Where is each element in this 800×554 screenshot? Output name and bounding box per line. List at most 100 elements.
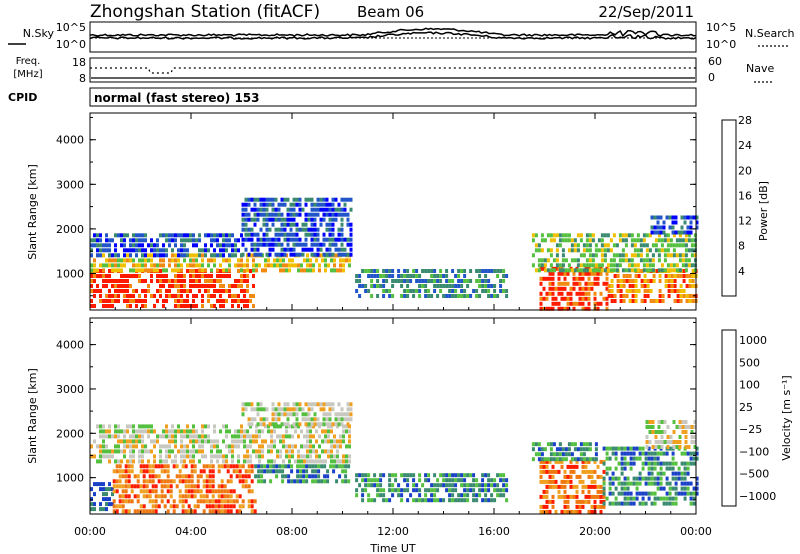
scatter-cell	[436, 279, 440, 283]
scatter-cell	[442, 294, 446, 298]
scatter-cell	[623, 446, 627, 451]
scatter-cell	[484, 274, 488, 278]
scatter-cell	[690, 435, 694, 439]
scatter-cell	[286, 232, 290, 237]
scatter-cell	[561, 258, 565, 263]
scatter-cell	[162, 248, 165, 253]
scatter-cell	[214, 504, 218, 509]
scatter-cell	[225, 434, 228, 439]
scatter-cell	[327, 263, 330, 268]
scatter-cell	[159, 263, 162, 268]
scatter-cell	[334, 212, 338, 217]
scatter-cell	[573, 447, 577, 452]
scatter-cell	[219, 233, 222, 238]
scatter-cell	[208, 479, 212, 484]
scatter-cell	[96, 444, 99, 449]
scatter-cell	[445, 483, 449, 488]
scatter-cell	[294, 429, 297, 434]
scatter-cell	[292, 232, 296, 237]
scatter-cell	[126, 294, 129, 298]
scatter-cell	[246, 258, 249, 263]
scatter-cell	[330, 439, 333, 444]
scatter-cell	[321, 429, 324, 434]
cpid-panel: CPID normal (fast stereo) 153	[8, 87, 697, 107]
scatter-cell	[656, 461, 660, 466]
scatter-cell	[126, 284, 129, 288]
scatter-cell	[315, 258, 318, 263]
scatter-cell	[566, 474, 570, 479]
scatter-cell	[570, 258, 574, 263]
scatter-cell	[105, 492, 108, 497]
scatter-cell	[177, 424, 180, 429]
scatter-cell	[650, 491, 654, 496]
scatter-cell	[502, 473, 506, 478]
scatter-cell	[123, 289, 126, 293]
scatter-cell	[542, 276, 546, 281]
scatter-cell	[132, 434, 135, 439]
scatter-cell	[327, 439, 330, 444]
scatter-cell	[660, 243, 664, 248]
scatter-cell	[683, 230, 687, 235]
scatter-cell	[342, 268, 345, 273]
scatter-cell	[548, 479, 552, 484]
scatter-cell	[285, 454, 288, 459]
scatter-cell	[588, 238, 592, 243]
scatter-cell	[666, 435, 670, 439]
scatter-cell	[561, 457, 565, 462]
scatter-cell	[228, 263, 231, 268]
scatter-cell	[436, 294, 440, 298]
scatter-cell	[262, 212, 266, 217]
scatter-cell	[210, 454, 213, 459]
scatter-cell	[582, 253, 586, 258]
scatter-cell	[442, 473, 446, 478]
scatter-cell	[177, 258, 180, 263]
scatter-cell	[168, 284, 171, 288]
scatter-cell	[615, 263, 619, 268]
scatter-cell	[451, 279, 455, 283]
scatter-cell	[304, 222, 308, 227]
scatter-cell	[397, 274, 401, 278]
scatter-cell	[581, 489, 585, 494]
scatter-cell	[304, 402, 308, 407]
scatter-cell	[216, 444, 219, 449]
scatter-cell	[666, 253, 670, 258]
scatter-cell	[638, 491, 642, 496]
scatter-cell	[333, 459, 336, 464]
scatter-cell	[602, 296, 606, 301]
scatter-cell	[650, 456, 654, 461]
scatter-cell	[551, 296, 555, 301]
scatter-cell	[253, 407, 257, 412]
scatter-cell	[585, 238, 589, 243]
scatter-cell	[427, 473, 431, 478]
scatter-cell	[330, 449, 333, 454]
scatter-cell	[255, 449, 258, 454]
scatter-cell	[566, 499, 570, 504]
scatter-cell	[313, 232, 317, 237]
scatter-cell	[259, 422, 263, 427]
scatter-cell	[650, 225, 654, 230]
scatter-cell	[307, 422, 311, 427]
scatter-cell	[114, 424, 117, 429]
scatter-cell	[406, 294, 410, 298]
scatter-cell	[301, 242, 305, 247]
scatter-cell	[493, 284, 497, 288]
scatter-cell	[548, 499, 552, 504]
scatter-cell	[199, 489, 203, 494]
scatter-cell	[581, 271, 585, 276]
scatter-cell	[241, 237, 245, 242]
scatter-cell	[345, 444, 348, 449]
scatter-cell	[551, 301, 555, 306]
scatter-cell	[348, 424, 351, 429]
scatter-cell	[175, 504, 179, 509]
scatter-cell	[545, 494, 549, 499]
scatter-cell	[268, 217, 272, 222]
scatter-cell	[234, 243, 237, 248]
scatter-cell	[121, 474, 125, 479]
scatter-cell	[684, 243, 688, 248]
scatter-cell	[690, 238, 694, 243]
scatter-cell	[633, 263, 637, 268]
scatter-cell	[415, 289, 419, 293]
scatter-cell	[186, 454, 189, 459]
x-tick-label: 20:00	[579, 525, 611, 538]
scatter-cell	[171, 258, 174, 263]
